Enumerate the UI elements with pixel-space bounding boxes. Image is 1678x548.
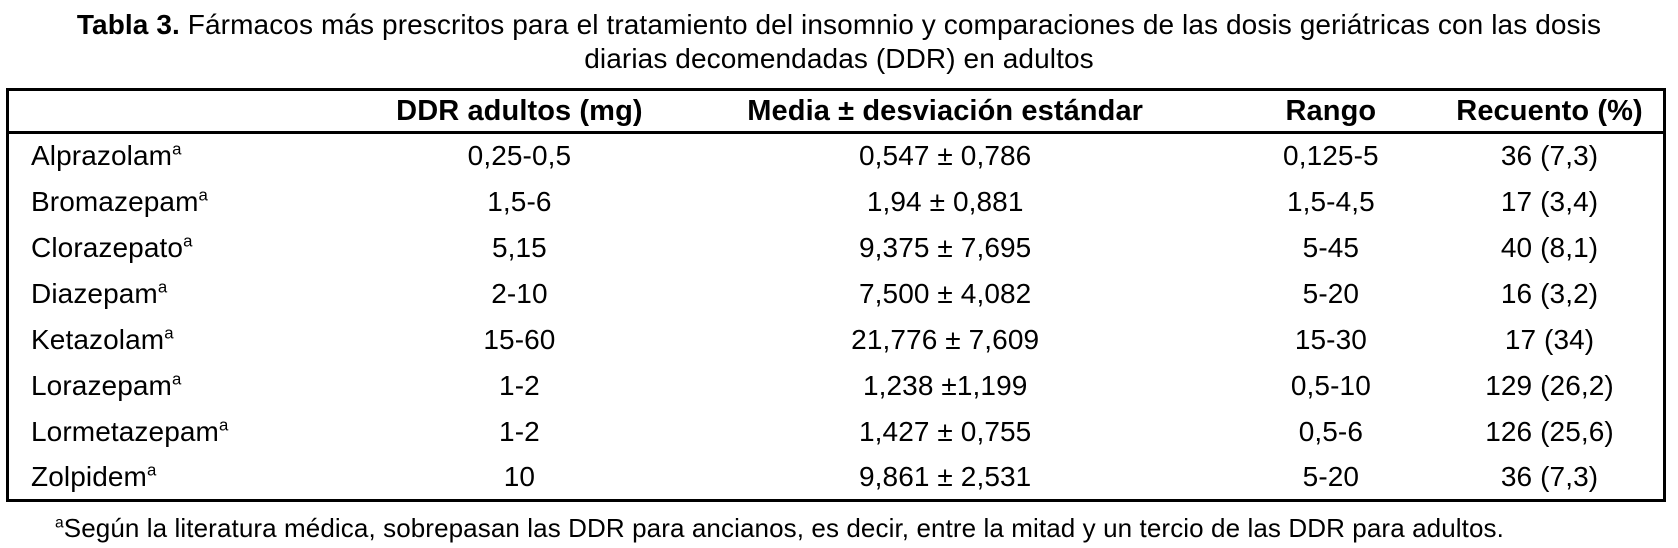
column-header-recuento: Recuento (%) — [1436, 89, 1665, 134]
rango-cell: 1,5-4,5 — [1286, 185, 1375, 217]
drug-cell: Clorazepatoa — [8, 225, 375, 271]
caption-line1-text: Fármacos más prescritos para el tratamie… — [187, 9, 1602, 40]
drug-cell: Lorazepama — [8, 363, 375, 409]
column-header-media: Media ± desviación estándar — [664, 89, 1226, 134]
column-header-rango: Rango — [1225, 89, 1437, 134]
table-row: Clorazepatoa 5,15 9,375 ± 7,695 5-45 40 … — [8, 225, 1665, 271]
recuento-cell: 36 (7,3) — [1500, 140, 1599, 172]
drug-name: Clorazepato — [31, 231, 184, 263]
table-row: Bromazepama 1,5-6 1,94 ± 0,881 1,5-4,5 1… — [8, 179, 1665, 225]
footnote-marker: a — [157, 277, 168, 297]
footnote-marker: a — [55, 514, 64, 532]
recuento-cell: 40 (8,1) — [1500, 231, 1599, 263]
recuento-cell: 16 (3,2) — [1500, 277, 1599, 309]
column-header-drug — [7, 89, 375, 134]
rango-cell: 5-20 — [1302, 460, 1360, 492]
caption-line2: diarias decomendadas (DDR) en adultos — [584, 43, 1094, 74]
ddr-cell: 1-2 — [499, 415, 540, 447]
media-cell: 1,238 ±1,199 — [862, 369, 1028, 401]
drug-cell: Bromazepama — [8, 179, 375, 225]
caption-label: Tabla 3. — [76, 9, 180, 40]
rango-cell: 15-30 — [1294, 323, 1367, 355]
ddr-cell: 1,5-6 — [487, 185, 552, 217]
header-row: DDR adultos (mg) Media ± desviación está… — [7, 89, 1665, 134]
rango-cell: 5-45 — [1302, 231, 1360, 263]
media-cell: 9,861 ± 2,531 — [858, 460, 1032, 492]
footnote-marker: a — [172, 139, 182, 159]
recuento-cell: 17 (34) — [1504, 323, 1595, 355]
table-row: Alprazolama 0,25-0,5 0,547 ± 0,786 0,125… — [8, 133, 1665, 179]
column-header-ddr: DDR adultos (mg) — [374, 89, 665, 134]
footnote-marker: a — [171, 369, 182, 389]
drug-name: Lorazepam — [31, 369, 172, 401]
recuento-cell: 17 (3,4) — [1500, 185, 1599, 217]
footnote-marker: a — [164, 323, 174, 343]
media-cell: 9,375 ± 7,695 — [858, 231, 1032, 263]
table-row: Ketazolama 15-60 21,776 ± 7,609 15-30 17… — [8, 317, 1665, 363]
rango-cell: 0,5-6 — [1298, 415, 1364, 447]
table-row: Lormetazepama 1-2 1,427 ± 0,755 0,5-6 12… — [8, 409, 1665, 455]
footnote-marker: a — [218, 415, 229, 435]
rango-cell: 5-20 — [1302, 277, 1360, 309]
table-row: Zolpidema 10 9,861 ± 2,531 5-20 36 (7,3) — [8, 455, 1665, 501]
media-cell: 1,94 ± 0,881 — [866, 185, 1024, 217]
ddr-cell: 15-60 — [483, 323, 556, 355]
table-row: Diazepama 2-10 7,500 ± 4,082 5-20 16 (3,… — [8, 271, 1665, 317]
media-cell: 0,547 ± 0,786 — [858, 140, 1032, 172]
recuento-cell: 126 (25,6) — [1485, 415, 1614, 447]
ddr-cell: 5,15 — [491, 231, 547, 263]
drug-name: Alprazolam — [31, 140, 173, 172]
rango-cell: 0,125-5 — [1283, 140, 1379, 172]
ddr-cell: 2-10 — [491, 277, 548, 309]
drug-cell: Diazepama — [8, 271, 375, 317]
footnote-text: Según la literatura médica, sobrepasan l… — [63, 513, 1504, 543]
footnote-marker: a — [183, 231, 193, 251]
ddr-cell: 10 — [503, 460, 536, 492]
data-table: DDR adultos (mg) Media ± desviación está… — [6, 88, 1666, 502]
ddr-cell: 0,25-0,5 — [467, 140, 572, 172]
drug-cell: Lormetazepama — [8, 409, 375, 455]
caption-line1: Tabla 3. Fármacos más prescritos para el… — [0, 8, 1678, 42]
drug-cell: Ketazolama — [8, 317, 375, 363]
drug-name: Diazepam — [31, 277, 158, 309]
recuento-cell: 129 (26,2) — [1485, 369, 1614, 401]
drug-cell: Alprazolama — [8, 133, 375, 179]
drug-cell: Zolpidema — [8, 455, 375, 501]
table-footnote: aSegún la literatura médica, sobrepasan … — [55, 513, 1678, 544]
ddr-cell: 1-2 — [499, 369, 540, 401]
footnote-marker: a — [146, 460, 157, 480]
drug-name: Zolpidem — [31, 460, 147, 492]
recuento-cell: 36 (7,3) — [1500, 460, 1599, 492]
drug-name: Ketazolam — [31, 323, 165, 355]
drug-name: Lormetazepam — [31, 415, 219, 447]
table-row: Lorazepama 1-2 1,238 ±1,199 0,5-10 129 (… — [8, 363, 1665, 409]
media-cell: 1,427 ± 0,755 — [858, 415, 1032, 447]
rango-cell: 0,5-10 — [1290, 369, 1371, 401]
media-cell: 21,776 ± 7,609 — [851, 323, 1040, 355]
footnote-marker: a — [198, 185, 208, 205]
drug-name: Bromazepam — [31, 185, 199, 217]
media-cell: 7,500 ± 4,082 — [858, 277, 1032, 309]
table-caption: Tabla 3. Fármacos más prescritos para el… — [0, 0, 1678, 76]
